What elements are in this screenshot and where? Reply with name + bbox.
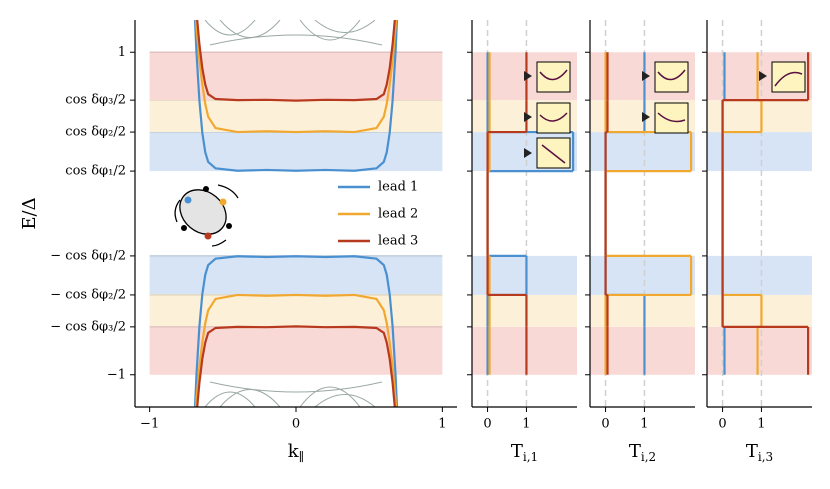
x-tick-label: 0 — [292, 417, 300, 432]
bulk-bands — [204, 20, 383, 407]
x-axis-label-main: T — [511, 441, 523, 462]
arrows — [174, 184, 239, 247]
x-tick-label: −1 — [140, 417, 159, 432]
gap-band — [707, 132, 812, 172]
y-tick-label: − cos δφ₁/2 — [50, 248, 126, 263]
junction — [179, 189, 227, 235]
y-tick-label: −1 — [107, 367, 126, 382]
x-axis-label: Ti,1 — [511, 441, 538, 464]
gap-band — [149, 100, 443, 133]
inset — [536, 102, 571, 134]
inset — [536, 137, 571, 169]
gap-curve — [196, 325, 396, 407]
x-tick-label: 0 — [601, 417, 609, 432]
y-tick-label: cos δφ₁/2 — [65, 164, 126, 179]
legend-label: lead 1 — [378, 180, 418, 195]
x-tick-label: 1 — [640, 417, 648, 432]
junction-icon — [174, 184, 239, 247]
x-axis-label-sub: i,3 — [758, 450, 773, 464]
gap-band — [149, 326, 443, 375]
legend-label: lead 3 — [378, 234, 418, 249]
x-tick-label: 1 — [757, 417, 765, 432]
x-tick-label: 0 — [718, 417, 726, 432]
x-axis-label: Ti,3 — [746, 441, 773, 464]
plot-area — [149, 20, 443, 407]
x-axis-label-sub: i,2 — [641, 450, 656, 464]
gap-band — [149, 52, 443, 101]
inset — [654, 102, 689, 134]
x-tick-label: 1 — [438, 417, 446, 432]
x-axis-label-sub: ∥ — [299, 450, 305, 464]
y-tick-label: cos δφ₂/2 — [65, 125, 126, 140]
x-axis-label-main: T — [629, 441, 641, 462]
bulk-bottom — [204, 381, 383, 407]
insets — [524, 61, 806, 169]
inset — [654, 61, 689, 93]
gap-curve — [193, 255, 399, 407]
plot-area — [590, 20, 695, 407]
x-axis-label-main: T — [746, 441, 758, 462]
y-tick-label: − cos δφ₃/2 — [50, 319, 126, 334]
x-axis-label-main: k — [288, 441, 300, 462]
gap-band — [590, 132, 695, 172]
x-axis-label: Ti,2 — [629, 441, 656, 464]
gap-curve — [194, 20, 398, 134]
gap-band — [149, 132, 443, 172]
x-tick-label: 0 — [483, 417, 491, 432]
inset-trace — [539, 69, 803, 164]
gap-band — [590, 255, 695, 295]
lead-dot — [181, 225, 187, 231]
x-tick-label: 1 — [522, 417, 530, 432]
lead-dot — [219, 198, 227, 206]
y-axis-label: E/Δ — [19, 197, 40, 229]
y-tick-label: 1 — [118, 45, 126, 60]
gap-curve — [194, 293, 398, 407]
y-tick-label: cos δφ₃/2 — [65, 93, 126, 108]
lead-dot — [204, 232, 212, 240]
gap-band — [707, 100, 812, 133]
x-axis-label-sub: i,1 — [523, 450, 538, 464]
lead-dot — [203, 186, 209, 192]
gap-curve — [196, 20, 396, 102]
inset — [536, 61, 571, 93]
gap-band — [149, 294, 443, 327]
legend-label: lead 2 — [378, 207, 418, 222]
gap-band — [707, 255, 812, 295]
gap-curve — [193, 20, 399, 172]
bulk-top — [204, 20, 383, 46]
lead-dot — [184, 196, 192, 204]
gap-band — [707, 294, 812, 327]
gap-band — [149, 255, 443, 295]
inset — [771, 61, 806, 93]
inset-pointer — [524, 71, 767, 158]
x-axis-label: k∥ — [288, 441, 304, 464]
lead-dot — [226, 223, 232, 229]
y-tick-label: − cos δφ₂/2 — [50, 287, 126, 302]
